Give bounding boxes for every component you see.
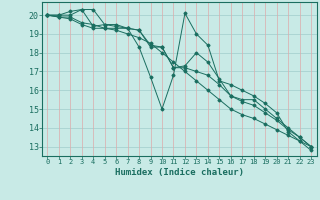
X-axis label: Humidex (Indice chaleur): Humidex (Indice chaleur) [115, 168, 244, 177]
